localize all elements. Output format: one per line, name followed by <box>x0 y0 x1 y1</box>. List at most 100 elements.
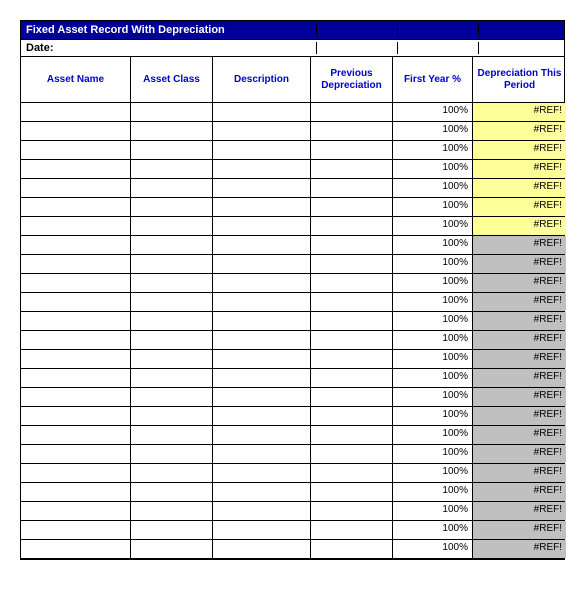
cell-dep-period[interactable]: #REF! <box>473 255 566 273</box>
table-row[interactable]: 100%#REF! <box>21 312 564 331</box>
cell-first-year[interactable]: 100% <box>393 312 473 330</box>
cell-asset-class[interactable] <box>131 217 213 235</box>
cell-description[interactable] <box>213 521 311 539</box>
cell-description[interactable] <box>213 236 311 254</box>
cell-previous-dep[interactable] <box>311 521 393 539</box>
table-row[interactable]: 100%#REF! <box>21 274 564 293</box>
cell-first-year[interactable]: 100% <box>393 141 473 159</box>
table-row[interactable]: 100%#REF! <box>21 103 564 122</box>
cell-asset-name[interactable] <box>21 426 131 444</box>
cell-previous-dep[interactable] <box>311 160 393 178</box>
table-row[interactable]: 100%#REF! <box>21 445 564 464</box>
cell-asset-class[interactable] <box>131 312 213 330</box>
cell-dep-period[interactable]: #REF! <box>473 160 566 178</box>
cell-dep-period[interactable]: #REF! <box>473 331 566 349</box>
cell-asset-name[interactable] <box>21 274 131 292</box>
table-row[interactable]: 100%#REF! <box>21 483 564 502</box>
cell-description[interactable] <box>213 331 311 349</box>
cell-asset-class[interactable] <box>131 331 213 349</box>
table-row[interactable]: 100%#REF! <box>21 521 564 540</box>
cell-dep-period[interactable]: #REF! <box>473 521 566 539</box>
cell-asset-class[interactable] <box>131 160 213 178</box>
cell-previous-dep[interactable] <box>311 236 393 254</box>
cell-dep-period[interactable]: #REF! <box>473 350 566 368</box>
cell-description[interactable] <box>213 502 311 520</box>
cell-previous-dep[interactable] <box>311 350 393 368</box>
cell-asset-class[interactable] <box>131 274 213 292</box>
cell-first-year[interactable]: 100% <box>393 483 473 501</box>
cell-first-year[interactable]: 100% <box>393 464 473 482</box>
cell-first-year[interactable]: 100% <box>393 293 473 311</box>
cell-dep-period[interactable]: #REF! <box>473 274 566 292</box>
cell-previous-dep[interactable] <box>311 369 393 387</box>
table-row[interactable]: 100%#REF! <box>21 236 564 255</box>
cell-previous-dep[interactable] <box>311 103 393 121</box>
cell-asset-name[interactable] <box>21 464 131 482</box>
table-row[interactable]: 100%#REF! <box>21 464 564 483</box>
cell-first-year[interactable]: 100% <box>393 502 473 520</box>
table-row[interactable]: 100%#REF! <box>21 141 564 160</box>
cell-description[interactable] <box>213 445 311 463</box>
cell-asset-class[interactable] <box>131 426 213 444</box>
cell-previous-dep[interactable] <box>311 445 393 463</box>
cell-asset-name[interactable] <box>21 350 131 368</box>
table-row[interactable]: 100%#REF! <box>21 407 564 426</box>
table-row[interactable]: 100%#REF! <box>21 198 564 217</box>
cell-first-year[interactable]: 100% <box>393 388 473 406</box>
cell-asset-class[interactable] <box>131 369 213 387</box>
cell-description[interactable] <box>213 160 311 178</box>
cell-first-year[interactable]: 100% <box>393 122 473 140</box>
cell-first-year[interactable]: 100% <box>393 407 473 425</box>
cell-asset-name[interactable] <box>21 331 131 349</box>
cell-asset-name[interactable] <box>21 236 131 254</box>
cell-previous-dep[interactable] <box>311 502 393 520</box>
cell-first-year[interactable]: 100% <box>393 445 473 463</box>
cell-first-year[interactable]: 100% <box>393 331 473 349</box>
cell-previous-dep[interactable] <box>311 426 393 444</box>
cell-dep-period[interactable]: #REF! <box>473 464 566 482</box>
cell-first-year[interactable]: 100% <box>393 369 473 387</box>
cell-asset-class[interactable] <box>131 141 213 159</box>
cell-description[interactable] <box>213 122 311 140</box>
cell-dep-period[interactable]: #REF! <box>473 103 566 121</box>
cell-previous-dep[interactable] <box>311 407 393 425</box>
cell-description[interactable] <box>213 369 311 387</box>
table-row[interactable]: 100%#REF! <box>21 369 564 388</box>
cell-previous-dep[interactable] <box>311 388 393 406</box>
cell-previous-dep[interactable] <box>311 198 393 216</box>
table-row[interactable]: 100%#REF! <box>21 293 564 312</box>
cell-asset-name[interactable] <box>21 141 131 159</box>
cell-first-year[interactable]: 100% <box>393 179 473 197</box>
cell-previous-dep[interactable] <box>311 464 393 482</box>
cell-asset-name[interactable] <box>21 445 131 463</box>
cell-dep-period[interactable]: #REF! <box>473 540 566 558</box>
cell-description[interactable] <box>213 312 311 330</box>
cell-first-year[interactable]: 100% <box>393 255 473 273</box>
cell-asset-name[interactable] <box>21 293 131 311</box>
cell-asset-class[interactable] <box>131 198 213 216</box>
cell-asset-class[interactable] <box>131 122 213 140</box>
cell-dep-period[interactable]: #REF! <box>473 293 566 311</box>
cell-asset-name[interactable] <box>21 217 131 235</box>
table-row[interactable]: 100%#REF! <box>21 331 564 350</box>
table-row[interactable]: 100%#REF! <box>21 122 564 141</box>
table-row[interactable]: 100%#REF! <box>21 388 564 407</box>
cell-previous-dep[interactable] <box>311 122 393 140</box>
cell-dep-period[interactable]: #REF! <box>473 236 566 254</box>
cell-previous-dep[interactable] <box>311 274 393 292</box>
cell-previous-dep[interactable] <box>311 255 393 273</box>
cell-first-year[interactable]: 100% <box>393 521 473 539</box>
cell-description[interactable] <box>213 464 311 482</box>
cell-dep-period[interactable]: #REF! <box>473 141 566 159</box>
cell-previous-dep[interactable] <box>311 331 393 349</box>
cell-previous-dep[interactable] <box>311 312 393 330</box>
table-row[interactable]: 100%#REF! <box>21 217 564 236</box>
cell-first-year[interactable]: 100% <box>393 274 473 292</box>
cell-asset-class[interactable] <box>131 179 213 197</box>
cell-dep-period[interactable]: #REF! <box>473 388 566 406</box>
cell-asset-class[interactable] <box>131 103 213 121</box>
cell-asset-name[interactable] <box>21 388 131 406</box>
cell-dep-period[interactable]: #REF! <box>473 369 566 387</box>
cell-description[interactable] <box>213 217 311 235</box>
cell-asset-class[interactable] <box>131 236 213 254</box>
